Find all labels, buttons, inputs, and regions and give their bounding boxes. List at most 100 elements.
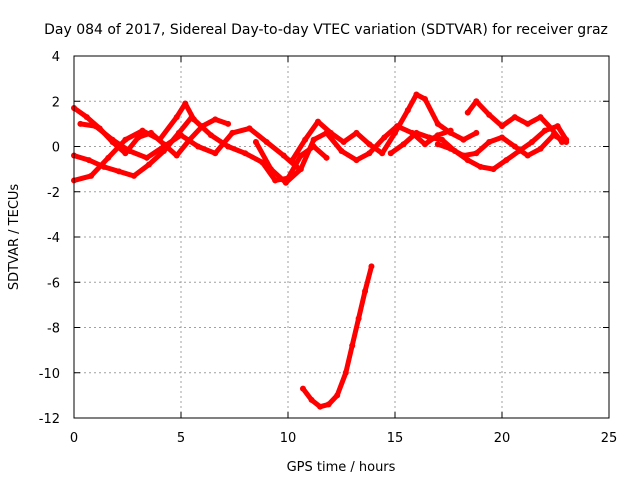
data-point (85, 157, 92, 164)
y-tick-label: -12 (39, 412, 60, 427)
data-point (426, 134, 433, 141)
series-track-3 (71, 101, 329, 183)
data-point (173, 152, 180, 159)
data-point (490, 166, 497, 173)
data-point (355, 315, 362, 322)
data-point (353, 157, 360, 164)
data-point (156, 136, 163, 143)
data-point (413, 129, 420, 136)
y-axis-label: SDTVAR / TECUs (7, 184, 22, 291)
data-point (327, 129, 334, 136)
data-point (272, 177, 279, 184)
data-point (310, 136, 317, 143)
data-point (105, 154, 112, 161)
data-point (190, 116, 197, 123)
data-point (379, 150, 386, 157)
data-point (381, 134, 388, 141)
data-point (563, 138, 570, 145)
data-point (464, 109, 471, 116)
data-point (325, 401, 332, 408)
y-tick-label: 4 (52, 50, 60, 65)
data-point (334, 392, 341, 399)
data-point (460, 152, 467, 159)
x-tick-label: 20 (494, 431, 511, 446)
data-point (130, 172, 137, 179)
data-point (342, 369, 349, 376)
axis-ticks: 0 5 10 15 20 25 -12 -10 -8 -6 -4 -2 0 2 4 (39, 50, 618, 446)
data-point (503, 157, 510, 164)
data-point (77, 120, 84, 127)
data-point (338, 148, 345, 155)
data-point (537, 114, 544, 121)
data-point (434, 141, 441, 148)
series-track-8 (465, 98, 565, 145)
data-point (299, 385, 306, 392)
data-point (207, 132, 214, 139)
data-point (173, 114, 180, 121)
data-point (392, 129, 398, 136)
data-point (314, 118, 321, 125)
data-point (524, 120, 531, 127)
data-point (368, 263, 375, 270)
data-point (439, 136, 446, 143)
data-point (139, 127, 146, 134)
data-point (353, 129, 360, 136)
data-point (242, 150, 249, 157)
data-point (511, 114, 518, 121)
data-point (541, 127, 548, 134)
y-tick-label: 0 (52, 141, 60, 156)
data-point (499, 134, 505, 141)
data-point (554, 123, 561, 130)
data-point (366, 150, 373, 157)
data-point (297, 166, 304, 173)
data-point (421, 141, 428, 148)
data-point (473, 98, 480, 105)
data-point (486, 111, 493, 118)
data-point (109, 136, 116, 143)
series-track-6 (289, 92, 479, 163)
data-point (511, 143, 518, 150)
data-point (421, 95, 428, 102)
data-point (366, 141, 373, 148)
data-point (280, 152, 287, 159)
data-point (550, 132, 557, 139)
data-point (308, 396, 315, 403)
data-point (524, 152, 531, 159)
data-point (460, 136, 467, 143)
data-point (499, 123, 505, 130)
data-point (362, 288, 369, 295)
chart-title: Day 084 of 2017, Sidereal Day-to-day VTE… (44, 22, 608, 38)
data-point (92, 123, 99, 130)
data-point (195, 143, 202, 150)
data-point (122, 136, 129, 143)
data-point (447, 129, 454, 136)
data-point (246, 125, 253, 132)
data-point (212, 150, 219, 157)
data-point (88, 172, 95, 179)
x-tick-label: 5 (177, 431, 185, 446)
x-tick-label: 15 (387, 431, 404, 446)
data-point (387, 150, 394, 157)
data-point (145, 161, 152, 168)
data-point (486, 138, 493, 145)
data-point (282, 179, 289, 186)
data-point (212, 116, 219, 123)
data-point (252, 138, 259, 145)
data-point (447, 145, 454, 152)
data-point (302, 136, 309, 143)
data-point (464, 157, 471, 164)
y-tick-label: -8 (47, 322, 60, 337)
data-point (143, 154, 150, 161)
data-point (548, 125, 555, 132)
data-point (413, 91, 420, 98)
data-point (182, 100, 189, 107)
data-point (340, 138, 347, 145)
y-tick-label: -6 (47, 276, 60, 291)
data-point (349, 342, 356, 349)
y-tick-label: -10 (39, 367, 60, 382)
data-point (178, 132, 184, 139)
data-point (126, 148, 133, 155)
y-tick-label: -2 (47, 186, 60, 201)
series-track-10 (300, 263, 374, 410)
